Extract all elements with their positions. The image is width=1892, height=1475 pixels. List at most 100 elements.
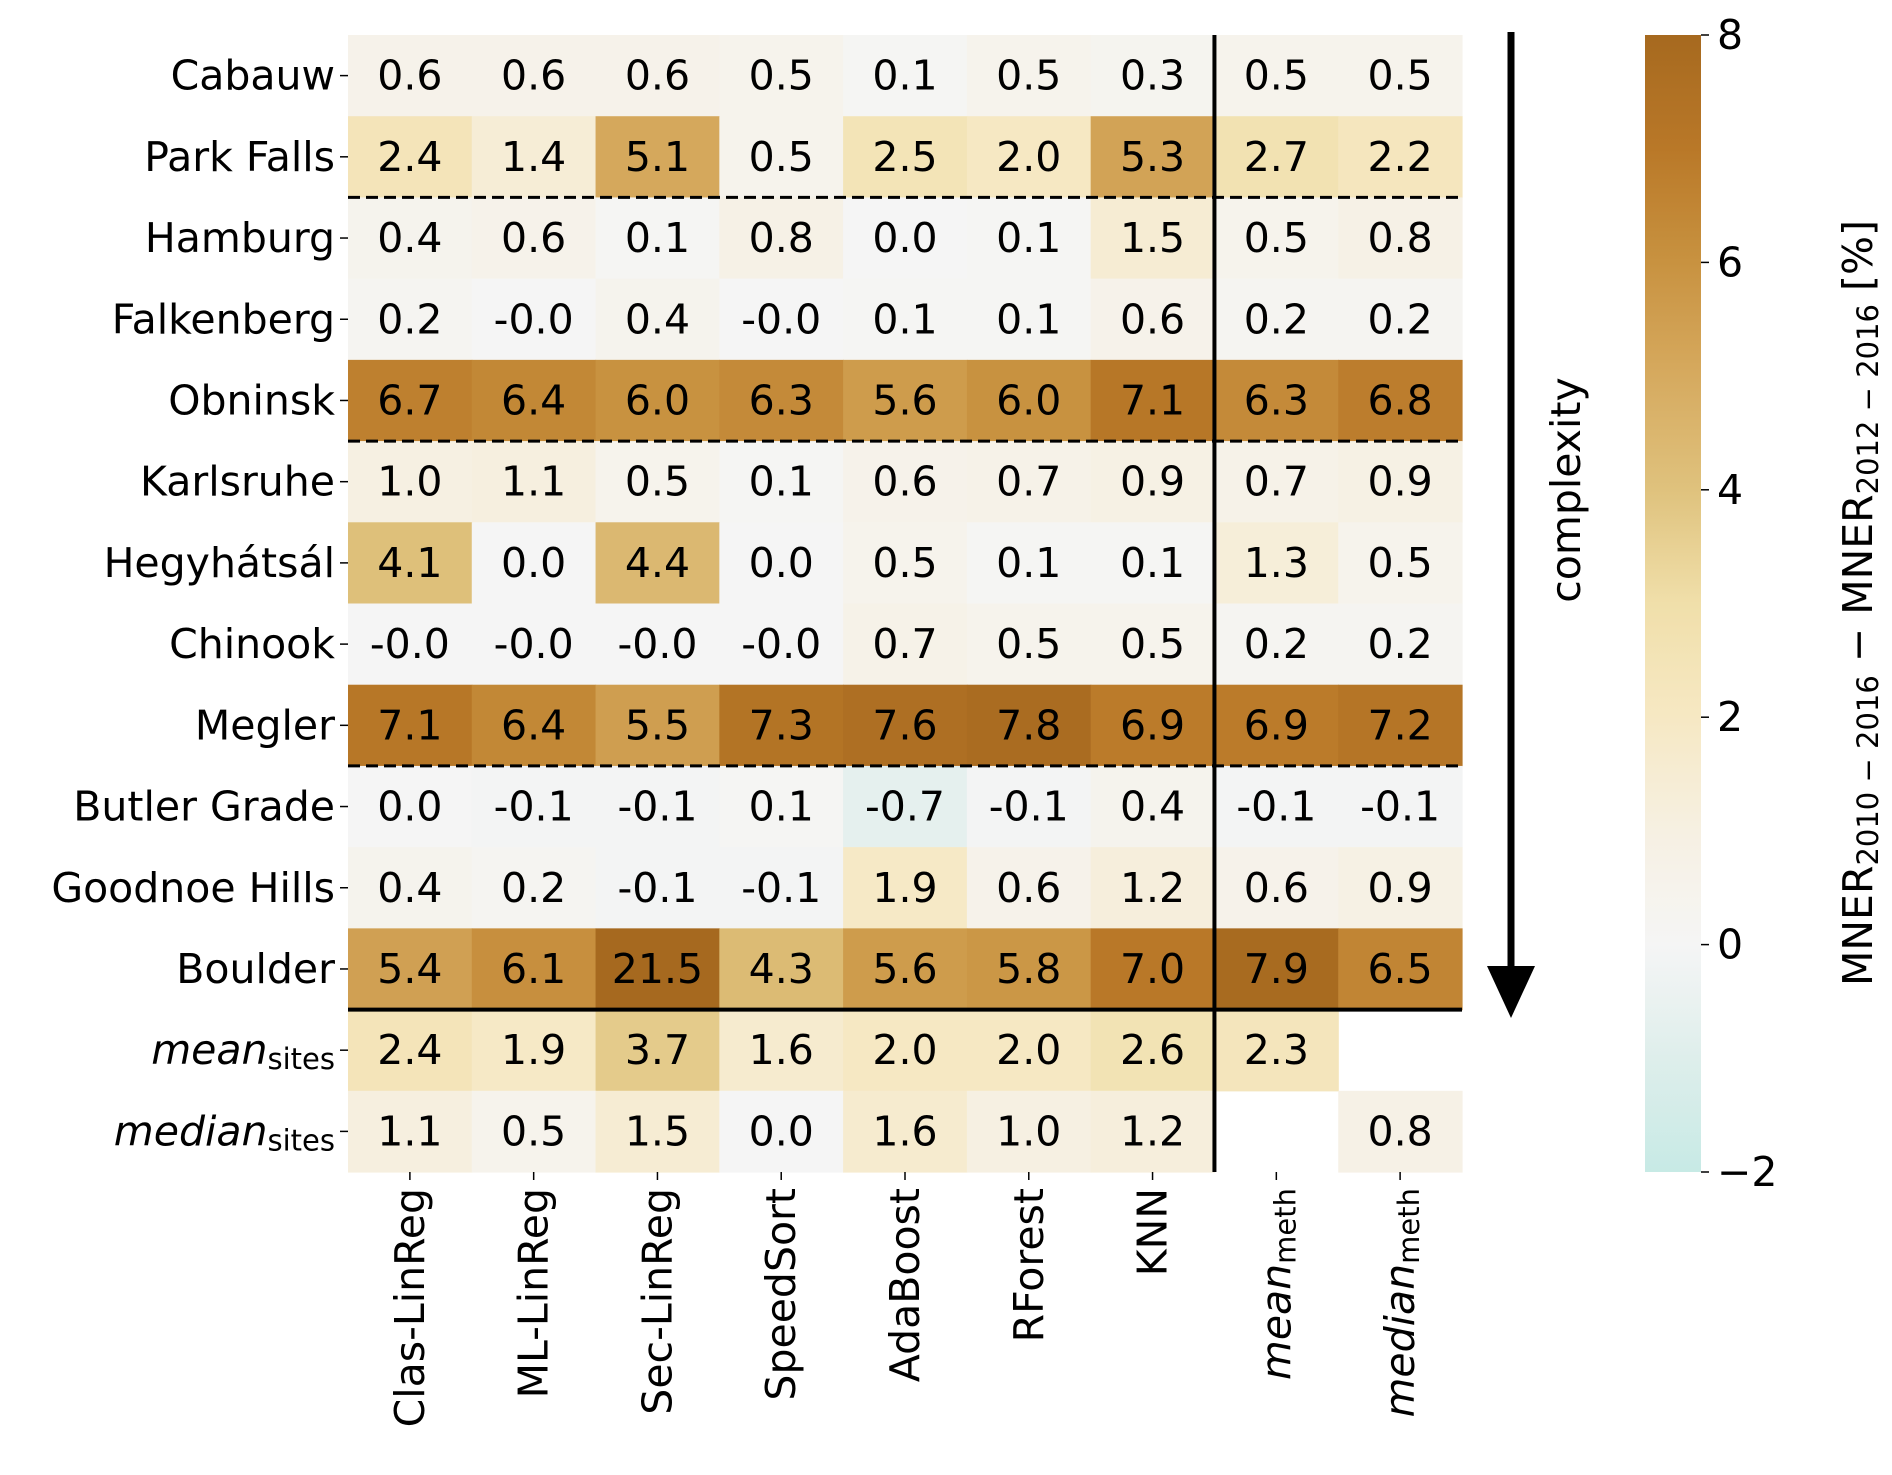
- cell-cabauw-rforest: [966, 35, 1092, 117]
- cell-park-falls-sec-linreg: [595, 116, 720, 199]
- cell-value-hamburg-knn: 1.5: [1120, 214, 1185, 262]
- cell-hamburg-ml-linreg: [471, 197, 597, 280]
- cell-boulder-ml-linreg: [471, 928, 597, 1011]
- cell-value-obninsk-knn: 7.1: [1120, 376, 1185, 424]
- cell-chinook-ml-linreg: [471, 603, 597, 686]
- cell-obninsk-meanmeth: [1214, 359, 1339, 442]
- cell-value-park-falls-rforest: 2.0: [996, 133, 1061, 181]
- cell-goodnoe-hills-clas-linreg: [348, 847, 473, 929]
- cell-value-karlsruhe-adaboost: 0.6: [872, 458, 937, 506]
- cell-value-falkenberg-adaboost: 0.1: [872, 295, 937, 343]
- cell-meansites-meanmeth: [1214, 1009, 1339, 1092]
- cell-obninsk-medianmeth: [1338, 359, 1463, 442]
- cell-boulder-clas-linreg: [348, 928, 473, 1011]
- cell-falkenberg-knn: [1090, 278, 1216, 361]
- x-tick-label-medianmeth: medianmeth: [1376, 1188, 1426, 1418]
- cell-value-falkenberg-medianmeth: 0.2: [1368, 295, 1433, 343]
- cell-butler-grade-medianmeth: [1338, 765, 1463, 848]
- cell-value-chinook-clas-linreg: -0.0: [370, 620, 450, 668]
- colorbar-tick-label-4: 6: [1717, 238, 1743, 286]
- cell-value-chinook-meanmeth: 0.2: [1244, 620, 1309, 668]
- cell-value-meansites-speedsort: 1.6: [749, 1026, 814, 1074]
- cell-value-mediansites-clas-linreg: 1.1: [377, 1107, 442, 1155]
- y-tick-label-mediansites: mediansites: [114, 1107, 335, 1157]
- cell-hegyh-ts-l-meanmeth: [1214, 522, 1339, 605]
- cell-butler-grade-meanmeth: [1214, 765, 1339, 848]
- cell-goodnoe-hills-knn: [1090, 847, 1216, 929]
- cell-karlsruhe-speedsort: [719, 441, 844, 523]
- cell-value-boulder-speedsort: 4.3: [749, 945, 814, 993]
- cell-falkenberg-speedsort: [719, 278, 844, 361]
- cell-value-falkenberg-ml-linreg: -0.0: [494, 295, 574, 343]
- cell-obninsk-clas-linreg: [348, 359, 473, 442]
- cell-value-megler-rforest: 7.8: [996, 701, 1061, 749]
- cell-hamburg-clas-linreg: [348, 197, 473, 280]
- colorbar-tick-label-0: −2: [1717, 1148, 1777, 1196]
- x-tick-label-adaboost: AdaBoost: [881, 1188, 929, 1382]
- colorbar-tick-label-3: 4: [1717, 466, 1743, 514]
- cell-park-falls-ml-linreg: [471, 116, 597, 199]
- cell-boulder-speedsort: [719, 928, 844, 1011]
- cell-value-obninsk-sec-linreg: 6.0: [625, 376, 690, 424]
- cell-mediansites-rforest: [966, 1090, 1092, 1173]
- cell-value-goodnoe-hills-knn: 1.2: [1120, 864, 1185, 912]
- cell-chinook-speedsort: [719, 603, 844, 686]
- cell-value-karlsruhe-speedsort: 0.1: [749, 458, 814, 506]
- cell-meansites-clas-linreg: [348, 1009, 473, 1092]
- cell-mediansites-ml-linreg: [471, 1090, 597, 1173]
- cell-value-hamburg-speedsort: 0.8: [749, 214, 814, 262]
- cell-meansites-adaboost: [843, 1009, 968, 1092]
- cell-falkenberg-clas-linreg: [348, 278, 473, 361]
- cell-value-butler-grade-adaboost: -0.7: [865, 783, 945, 831]
- cell-value-hegyh-ts-l-rforest: 0.1: [996, 539, 1061, 587]
- cell-butler-grade-rforest: [966, 765, 1092, 848]
- cell-value-meansites-adaboost: 2.0: [872, 1026, 937, 1074]
- cell-value-butler-grade-speedsort: 0.1: [749, 783, 814, 831]
- cell-value-cabauw-speedsort: 0.5: [749, 52, 814, 100]
- cell-butler-grade-ml-linreg: [471, 765, 597, 848]
- cell-butler-grade-clas-linreg: [348, 765, 473, 848]
- cell-value-meansites-meanmeth: 2.3: [1244, 1026, 1309, 1074]
- cell-value-chinook-sec-linreg: -0.0: [617, 620, 697, 668]
- cell-value-butler-grade-clas-linreg: 0.0: [377, 783, 442, 831]
- cell-value-boulder-sec-linreg: 21.5: [612, 945, 703, 993]
- cell-goodnoe-hills-sec-linreg: [595, 847, 720, 929]
- cell-value-boulder-medianmeth: 6.5: [1368, 945, 1433, 993]
- cell-value-butler-grade-ml-linreg: -0.1: [494, 783, 574, 831]
- cell-falkenberg-rforest: [966, 278, 1092, 361]
- cell-park-falls-medianmeth: [1338, 116, 1463, 199]
- cell-mediansites-clas-linreg: [348, 1090, 473, 1173]
- cell-boulder-adaboost: [843, 928, 968, 1011]
- y-tick-label-cabauw: Cabauw: [171, 52, 335, 100]
- y-tick-label-hamburg: Hamburg: [145, 214, 335, 262]
- cell-karlsruhe-adaboost: [843, 441, 968, 523]
- cell-value-cabauw-sec-linreg: 0.6: [625, 52, 690, 100]
- cell-value-hamburg-adaboost: 0.0: [872, 214, 937, 262]
- cell-value-cabauw-ml-linreg: 0.6: [501, 52, 566, 100]
- cell-goodnoe-hills-medianmeth: [1338, 847, 1463, 929]
- cell-megler-knn: [1090, 684, 1216, 767]
- cell-chinook-clas-linreg: [348, 603, 473, 686]
- cell-value-hamburg-rforest: 0.1: [996, 214, 1061, 262]
- cell-value-hegyh-ts-l-adaboost: 0.5: [872, 539, 937, 587]
- y-tick-label-megler: Megler: [195, 701, 335, 749]
- cell-value-goodnoe-hills-rforest: 0.6: [996, 864, 1061, 912]
- complexity-arrow-head: [1487, 966, 1535, 1018]
- cell-hamburg-medianmeth: [1338, 197, 1463, 280]
- cell-value-falkenberg-rforest: 0.1: [996, 295, 1061, 343]
- cell-value-boulder-knn: 7.0: [1120, 945, 1185, 993]
- cell-chinook-meanmeth: [1214, 603, 1339, 686]
- cell-hegyh-ts-l-clas-linreg: [348, 522, 473, 605]
- colorbar-tick-label-5: 8: [1717, 11, 1743, 59]
- cell-value-butler-grade-knn: 0.4: [1120, 783, 1185, 831]
- cell-value-cabauw-knn: 0.3: [1120, 52, 1185, 100]
- cell-value-cabauw-clas-linreg: 0.6: [377, 52, 442, 100]
- cell-hamburg-meanmeth: [1214, 197, 1339, 280]
- cell-karlsruhe-ml-linreg: [471, 441, 597, 523]
- cell-value-butler-grade-rforest: -0.1: [989, 783, 1069, 831]
- cell-value-hamburg-meanmeth: 0.5: [1244, 214, 1309, 262]
- cell-value-park-falls-meanmeth: 2.7: [1244, 133, 1309, 181]
- y-tick-label-obninsk: Obninsk: [168, 376, 335, 424]
- cell-value-karlsruhe-knn: 0.9: [1120, 458, 1185, 506]
- cell-value-megler-sec-linreg: 5.5: [625, 701, 690, 749]
